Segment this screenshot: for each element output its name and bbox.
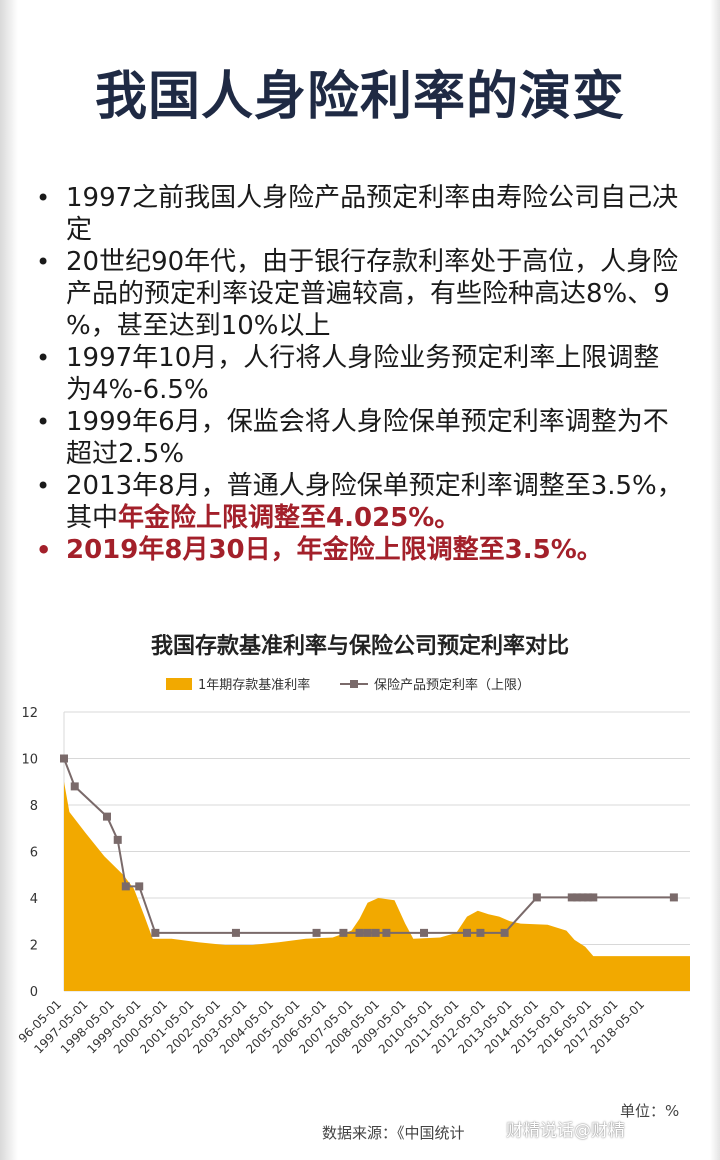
insurance-rate-marker	[102, 812, 111, 821]
left-shadow	[0, 0, 18, 1160]
legend-label-insurance: 保险产品预定利率（上限）	[374, 677, 530, 693]
legend-swatch-area	[166, 678, 192, 690]
insurance-rate-marker	[339, 928, 348, 937]
insurance-rate-marker	[113, 835, 122, 844]
y-tick-label: 4	[30, 892, 38, 907]
insurance-rate-marker	[312, 928, 321, 937]
page-title: 我国人身险利率的演变	[94, 67, 625, 127]
insurance-rate-marker	[589, 893, 598, 902]
chart-title: 我国存款基准利率与保险公司预定利率对比	[150, 634, 569, 659]
right-shadow	[710, 0, 720, 1160]
insurance-rate-marker	[500, 928, 509, 937]
insurance-rate-marker	[60, 754, 68, 763]
bullet-dot: •	[36, 248, 51, 276]
bullet-item: • 1999年6月，保监会将人身险保单预定利率调整为不 超过2.5%	[30, 406, 700, 470]
insurance-rate-marker	[463, 928, 472, 937]
legend-label-deposit: 1年期存款基准利率	[198, 677, 310, 693]
bullet-text: 其中	[66, 503, 119, 533]
bullet-text: 1997之前我国人身险产品预定利率由寿险公司自己决	[66, 183, 679, 213]
bullet-text: 1997年10月，人行将人身险业务预定利率上限调整	[66, 343, 660, 373]
bullet-dot: •	[36, 536, 52, 564]
bullet-text: 1999年6月，保监会将人身险保单预定利率调整为不	[66, 407, 669, 437]
insurance-rate-marker	[669, 893, 678, 902]
bullet-text: 定	[66, 215, 93, 245]
insurance-rate-marker	[583, 893, 592, 902]
insurance-rate-marker	[355, 928, 364, 937]
y-tick-label: 12	[21, 706, 38, 721]
watermark: 财精说话@财精	[506, 1121, 625, 1141]
bullet-text: 2019年8月30日，年金险上限调整至3.5%。	[66, 535, 603, 565]
y-tick-label: 0	[30, 985, 38, 1000]
insurance-rate-marker	[532, 893, 541, 902]
insurance-rate-marker	[573, 893, 582, 902]
bullet-dot: •	[36, 184, 51, 212]
bullet-item: • 1997之前我国人身险产品预定利率由寿险公司自己决 定	[30, 182, 700, 246]
unit-label: 单位：%	[620, 1102, 680, 1120]
insurance-rate-marker	[578, 893, 587, 902]
bullet-item: • 20世纪90年代，由于银行存款利率处于高位，人身险 产品的预定利率设定普遍较…	[30, 246, 700, 342]
insurance-rate-marker	[363, 928, 372, 937]
insurance-rate-marker	[420, 928, 429, 937]
bullet-dot: •	[36, 408, 51, 436]
insurance-rate-marker	[231, 928, 240, 937]
y-tick-label: 6	[30, 846, 38, 861]
insurance-rate-marker	[476, 928, 485, 937]
insurance-rate-marker	[371, 928, 380, 937]
insurance-rate-marker	[70, 782, 79, 791]
insurance-rate-marker	[151, 928, 160, 937]
bullet-highlight: 年金险上限调整至4.025%。	[118, 503, 461, 533]
bullet-dot: •	[36, 472, 51, 500]
insurance-rate-marker	[382, 928, 391, 937]
bullet-item: • 1997年10月，人行将人身险业务预定利率上限调整 为4%-6.5%	[30, 342, 700, 406]
source-label: 数据来源：《中国统计	[322, 1124, 465, 1142]
legend-swatch-marker	[350, 680, 358, 688]
deposit-rate-area	[64, 781, 690, 991]
y-tick-label: 8	[30, 799, 38, 814]
insurance-rate-marker	[135, 882, 144, 891]
y-tick-label: 2	[30, 939, 38, 954]
bullet-dot: •	[36, 344, 51, 372]
bullet-text: 20世纪90年代，由于银行存款利率处于高位，人身险	[66, 247, 679, 277]
insurance-rate-marker	[567, 893, 576, 902]
bullet-text: %，甚至达到10%以上	[66, 311, 331, 341]
bullet-item-highlight: • 2019年8月30日，年金险上限调整至3.5%。	[30, 534, 700, 566]
bullet-item: • 2013年8月，普通人身险保单预定利率调整至3.5%， 其中年金险上限调整至…	[30, 470, 700, 534]
bullet-text: 为4%-6.5%	[66, 375, 209, 405]
bullet-text: 产品的预定利率设定普遍较高，有些险种高达8%、9	[66, 279, 670, 309]
bullet-text: 2013年8月，普通人身险保单预定利率调整至3.5%，	[66, 471, 683, 501]
insurance-rate-marker	[121, 882, 130, 891]
y-tick-label: 10	[21, 753, 38, 768]
bullet-text: 超过2.5%	[66, 439, 185, 469]
bullet-list: • 1997之前我国人身险产品预定利率由寿险公司自己决 定 • 20世纪90年代…	[30, 182, 700, 566]
